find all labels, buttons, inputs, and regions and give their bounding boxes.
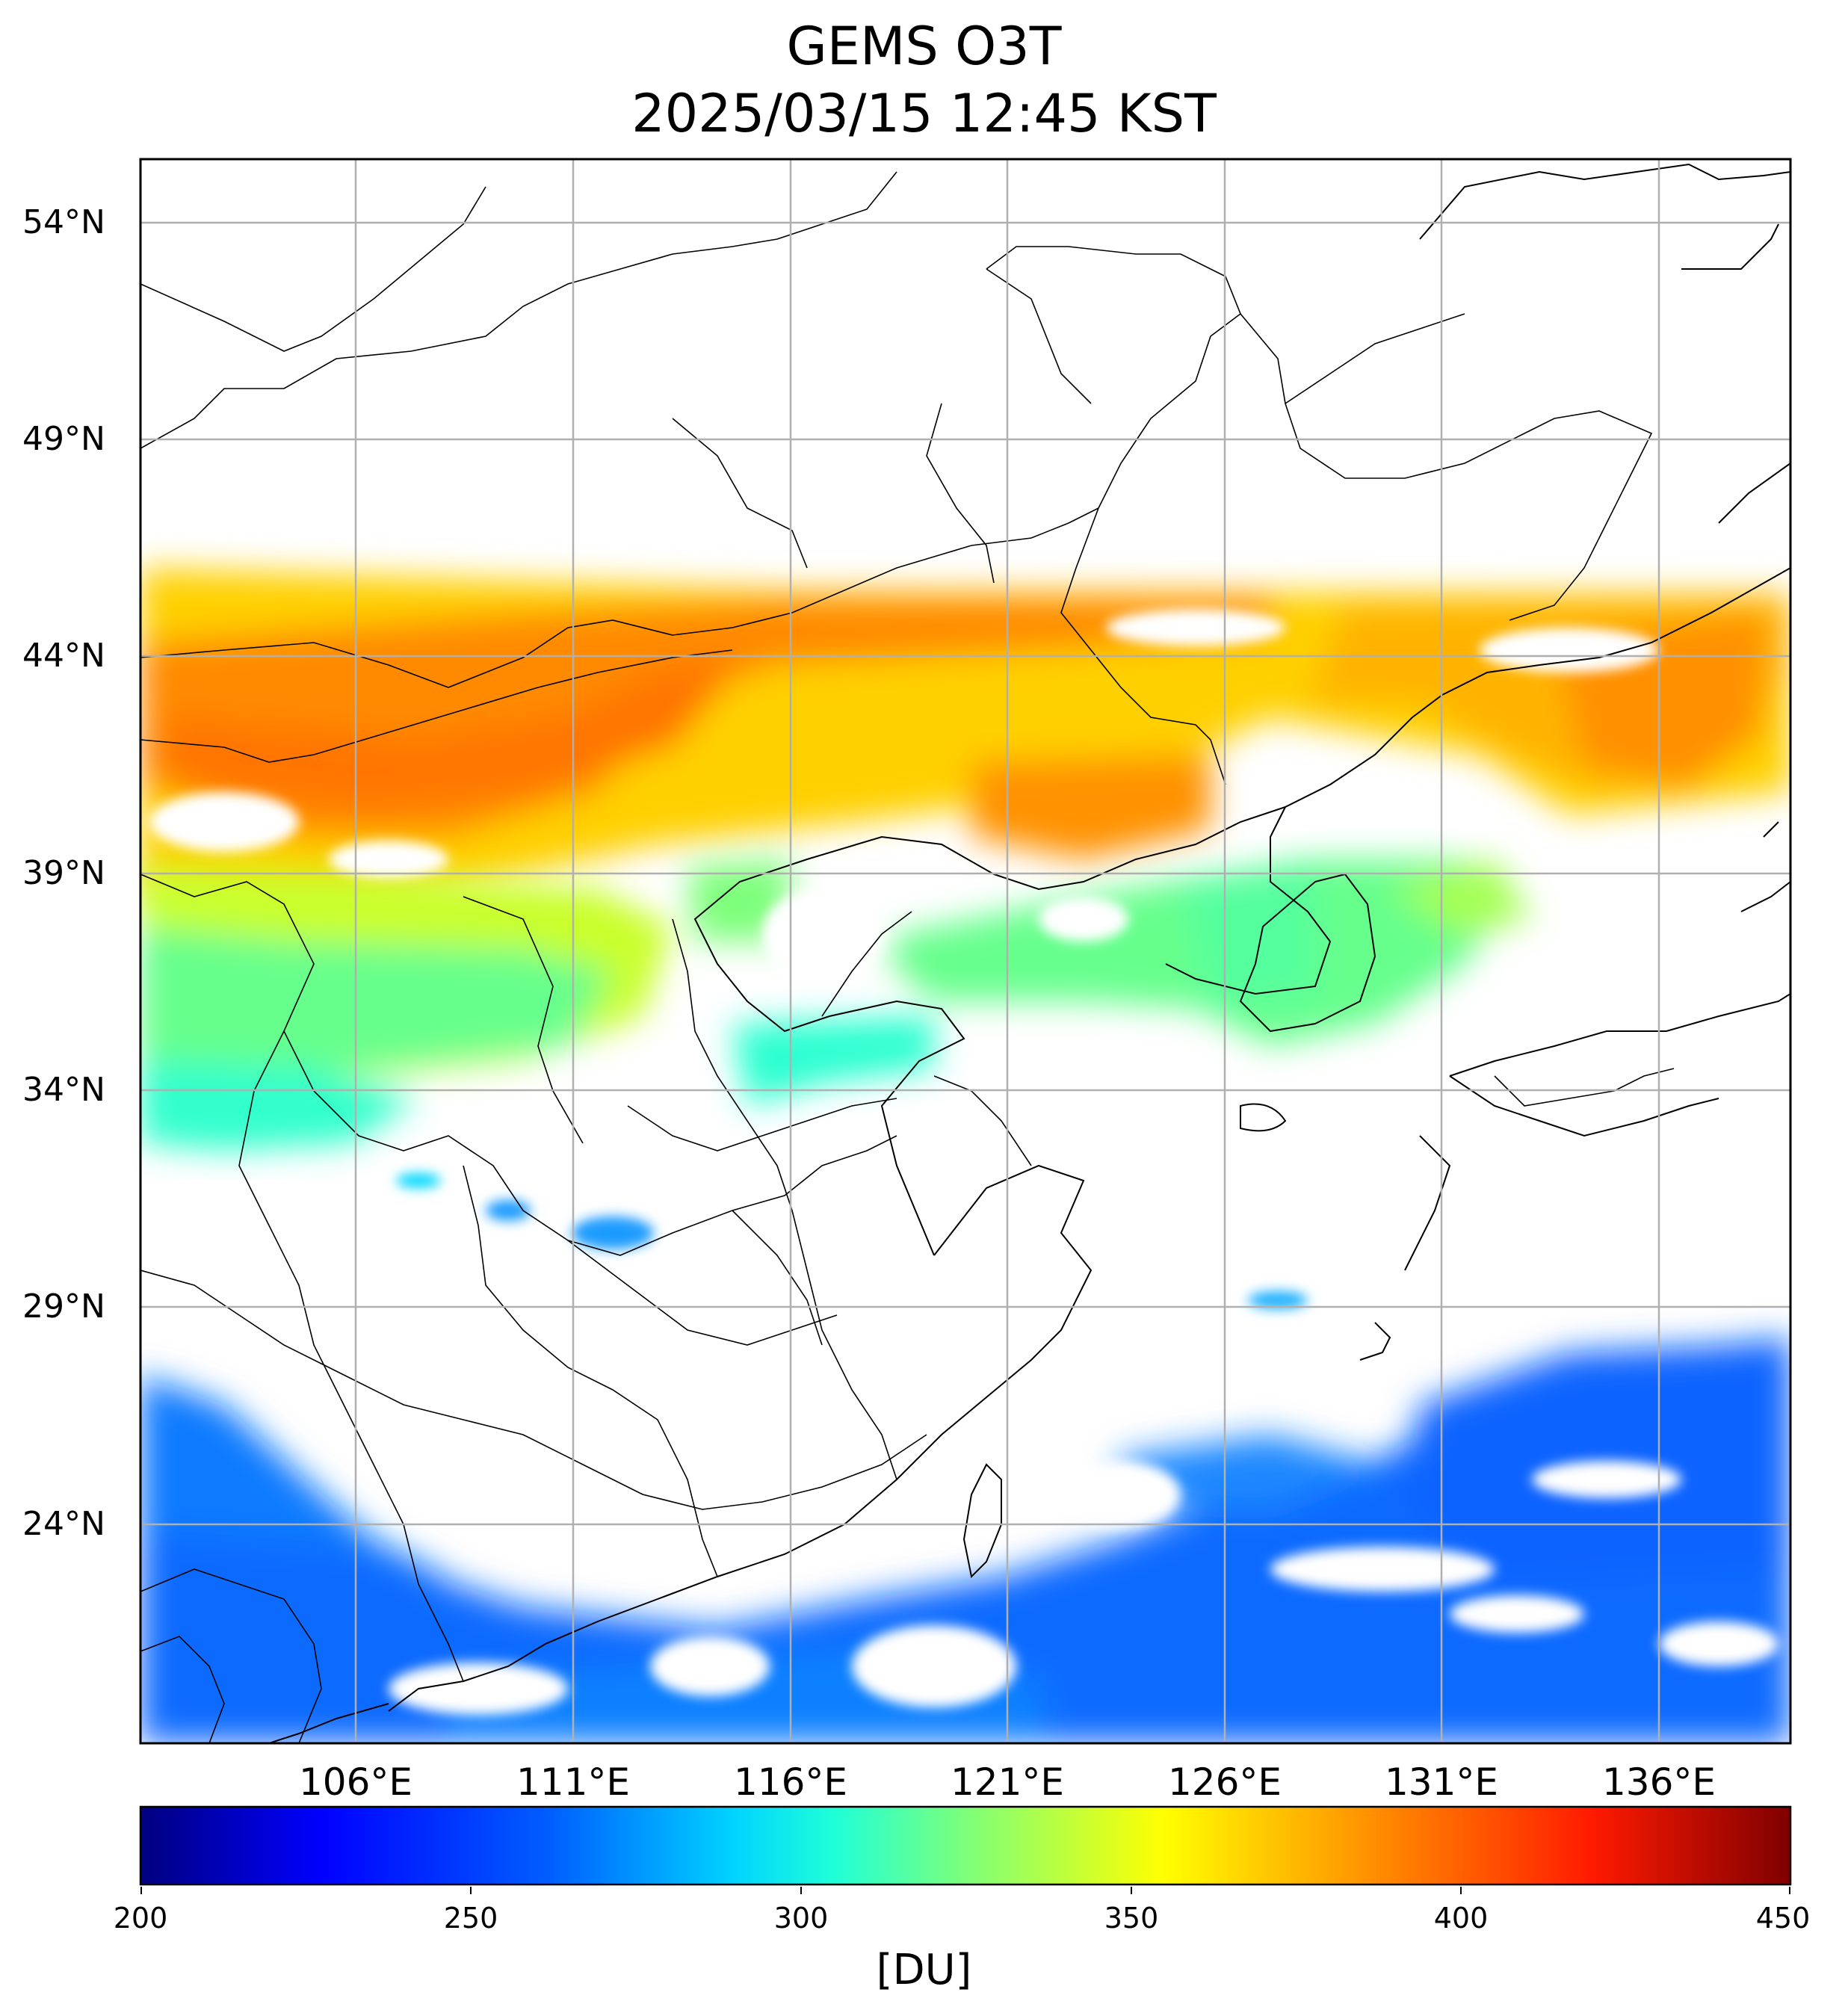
colorbar-label-350: 350: [1104, 1902, 1159, 1935]
colorbar-tick: [140, 1887, 142, 1894]
ozone-field-middle: [140, 859, 1532, 1151]
lon-label-106e: 106°E: [298, 1760, 413, 1804]
lat-label-44n: 44°N: [22, 637, 105, 675]
colorbar-tick: [800, 1887, 802, 1894]
colorbar-frame: [139, 1805, 1792, 1886]
colorbar-label-450: 450: [1755, 1902, 1811, 1935]
lon-label-136e: 136°E: [1601, 1760, 1716, 1804]
lon-label-116e: 116°E: [733, 1760, 848, 1804]
lat-label-29n: 29°N: [22, 1287, 105, 1326]
lon-label-111e: 111°E: [516, 1760, 631, 1804]
colorbar-tick: [1789, 1887, 1790, 1894]
colorbar-unit-label: [DU]: [876, 1946, 972, 1994]
colorbar-tick: [1460, 1887, 1462, 1894]
lat-label-24n: 24°N: [22, 1505, 105, 1543]
map-title: GEMS O3T: [786, 16, 1062, 77]
lat-label-34n: 34°N: [22, 1071, 105, 1109]
lat-label-54n: 54°N: [22, 203, 105, 241]
lon-label-126e: 126°E: [1167, 1760, 1282, 1804]
lat-label-39n: 39°N: [22, 854, 105, 892]
colorbar-tick: [1131, 1887, 1132, 1894]
graticule: [140, 159, 1790, 1743]
colorbar-label-400: 400: [1433, 1902, 1489, 1935]
political-borders: [140, 171, 1675, 1743]
lon-label-131e: 131°E: [1384, 1760, 1499, 1804]
map-frame: [139, 158, 1792, 1745]
lon-label-121e: 121°E: [950, 1760, 1065, 1804]
colorbar-label-200: 200: [113, 1902, 168, 1935]
lat-label-49n: 49°N: [22, 420, 105, 458]
colorbar-gradient: [140, 1807, 1790, 1884]
colorbar-label-250: 250: [443, 1902, 498, 1935]
ozone-field-patches: [396, 1173, 1308, 1309]
map-subtitle-datetime: 2025/03/15 12:45 KST: [631, 83, 1217, 144]
cloud-gaps: [149, 609, 1779, 1715]
colorbar-label-300: 300: [773, 1902, 829, 1935]
colorbar-tick: [470, 1887, 472, 1894]
